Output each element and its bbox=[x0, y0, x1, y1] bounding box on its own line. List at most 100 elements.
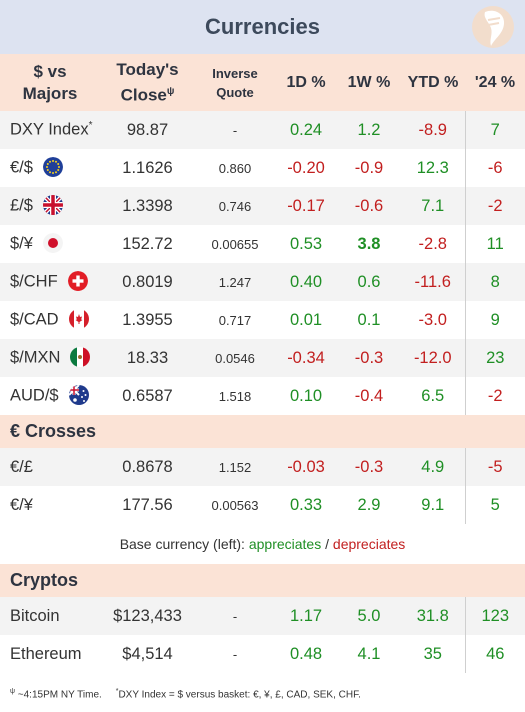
inverse-cell: 0.0546 bbox=[195, 339, 275, 377]
change-2024-cell: 23 bbox=[465, 339, 525, 377]
pair-name-cell: €/¥ bbox=[0, 486, 100, 524]
pair-name: €/¥ bbox=[10, 495, 33, 514]
cryptos-row: Bitcoin $123,433-1.17 5.0 31.8 123 bbox=[0, 597, 525, 635]
pair-name: $/MXN bbox=[10, 348, 61, 367]
inverse-cell: 0.746 bbox=[195, 187, 275, 225]
change-ytd-cell: 12.3 bbox=[401, 149, 466, 187]
pair-name: £/$ bbox=[10, 196, 33, 215]
inverse-cell: 1.518 bbox=[218, 388, 252, 404]
change-1w-cell: -0.3 bbox=[337, 448, 401, 486]
change-2024-cell: 9 bbox=[490, 310, 500, 329]
majors-row: €/$ 1.1626 0.860 -0.20 -0.9 12.3 -6 bbox=[0, 149, 525, 187]
header-row: $ vs Majors Today's Closeψ Inverse Quote 1D… bbox=[0, 54, 525, 111]
pair-name: Ethereum bbox=[10, 644, 82, 663]
change-1d-cell: 0.33 bbox=[289, 495, 323, 514]
change-ytd-cell: 7.1 bbox=[401, 187, 466, 225]
change-1d-cell: 0.10 bbox=[289, 386, 323, 405]
change-1d-cell: 1.17 bbox=[275, 597, 337, 635]
footer-mark-2: * bbox=[115, 688, 119, 695]
pair-name: $/¥ bbox=[10, 234, 33, 253]
pair-name-cell: $/CHF bbox=[0, 263, 100, 301]
change-2024-cell: 123 bbox=[465, 597, 525, 635]
change-2024-cell: 46 bbox=[486, 644, 505, 663]
crosses-row: €/¥ 177.56 0.00563 0.33 2.9 9.1 5 bbox=[0, 486, 525, 524]
pair-name-cell: €/£ bbox=[0, 448, 100, 486]
pair-name: AUD/$ bbox=[10, 386, 59, 405]
change-ytd-cell: 9.1 bbox=[401, 486, 466, 524]
majors-row: $/¥ 152.72 0.00655 0.53 3.8 -2.8 11 bbox=[0, 225, 525, 263]
close-cell: $4,514 bbox=[122, 644, 173, 663]
cryptos-row: Ethereum $4,514 - 0.48 4.1 35 46 bbox=[0, 635, 525, 673]
footer-notes: ψ ~4:15PM NY Time. *DXY Index = $ versus… bbox=[10, 688, 361, 700]
change-1w-cell: -0.6 bbox=[337, 187, 401, 225]
header-y24: '24 % bbox=[465, 54, 525, 111]
close-cell: 98.87 bbox=[100, 111, 195, 149]
close-cell: 1.1626 bbox=[122, 158, 173, 177]
footer-note-2: DXY Index = $ versus basket: €, ¥, £, CA… bbox=[118, 689, 361, 701]
pair-name-cell: $/¥ bbox=[0, 225, 100, 263]
pair-name-cell: £/$ bbox=[0, 187, 100, 225]
header-pair: $ vs Majors bbox=[0, 54, 100, 111]
pair-name-cell: Bitcoin bbox=[0, 597, 100, 635]
pair-name-cell: $/CAD bbox=[0, 301, 100, 339]
majors-row: $/CHF 0.8019 1.247 0.40 0.6 -11.6 8 bbox=[0, 263, 525, 301]
change-1w-cell: -0.4 bbox=[354, 386, 384, 405]
inverse-cell: - bbox=[195, 597, 275, 635]
close-cell: $123,433 bbox=[100, 597, 195, 635]
canada-flag-icon bbox=[68, 309, 89, 329]
australia-flag-icon bbox=[68, 385, 89, 405]
change-1d-cell: -0.17 bbox=[275, 187, 337, 225]
change-1w-cell: -0.9 bbox=[354, 158, 384, 177]
close-cell: 1.3398 bbox=[100, 187, 195, 225]
change-2024-cell: -6 bbox=[487, 158, 503, 177]
close-cell: 0.6587 bbox=[122, 386, 173, 405]
change-ytd-cell: -12.0 bbox=[401, 339, 466, 377]
eu-flag-icon bbox=[42, 157, 63, 177]
legend: Base currency (left): appreciates / depr… bbox=[0, 524, 525, 564]
currency-table: $ vs Majors Today's Closeψ Inverse Quote 1D… bbox=[0, 54, 525, 673]
legend-appreciates: appreciates bbox=[248, 536, 322, 552]
change-2024-cell: -2 bbox=[465, 187, 525, 225]
pair-name: €/£ bbox=[10, 457, 33, 476]
inverse-cell: 0.717 bbox=[218, 312, 252, 328]
change-1w-cell: 1.2 bbox=[337, 111, 401, 149]
change-1d-cell: -0.03 bbox=[275, 448, 337, 486]
change-ytd-cell: -8.9 bbox=[401, 111, 466, 149]
logo-icon bbox=[472, 6, 514, 48]
close-cell: 1.3955 bbox=[122, 310, 173, 329]
title-bar: Currencies bbox=[0, 0, 525, 54]
japan-flag-icon bbox=[42, 233, 63, 253]
majors-row: AUD/$ 0.6587 1.518 0.10 -0.4 6.5 -2 bbox=[0, 377, 525, 415]
legend-separator: / bbox=[325, 536, 330, 552]
legend-depreciates: depreciates bbox=[332, 536, 406, 552]
change-ytd-cell: 4.9 bbox=[401, 448, 466, 486]
pair-name: $/CHF bbox=[10, 272, 58, 291]
change-1w-cell: 0.6 bbox=[337, 263, 401, 301]
inverse-cell: 0.860 bbox=[218, 160, 252, 176]
inverse-cell: - bbox=[195, 111, 275, 149]
change-ytd-cell: 31.8 bbox=[401, 597, 466, 635]
close-cell: 0.8019 bbox=[100, 263, 195, 301]
majors-row: DXY Index* 98.87-0.24 1.2 -8.9 7 bbox=[0, 111, 525, 149]
inverse-cell: 1.247 bbox=[195, 263, 275, 301]
crosses-row: €/£ 0.8678 1.152 -0.03 -0.3 4.9 -5 bbox=[0, 448, 525, 486]
header-inverse: Inverse Quote bbox=[195, 54, 275, 111]
change-2024-cell: 8 bbox=[465, 263, 525, 301]
inverse-cell: 0.00563 bbox=[211, 497, 259, 513]
inverse-cell: 0.00655 bbox=[211, 236, 259, 252]
crosses-section-header: € Crosses bbox=[0, 415, 525, 448]
crosses-title: € Crosses bbox=[0, 415, 525, 448]
change-ytd-cell: -11.6 bbox=[401, 263, 466, 301]
header-1w: 1W % bbox=[337, 54, 401, 111]
header-close: Today's Closeψ bbox=[100, 54, 195, 111]
change-1w-cell: 2.9 bbox=[357, 495, 381, 514]
change-ytd-cell: 35 bbox=[401, 635, 466, 673]
inverse-cell: 1.152 bbox=[195, 448, 275, 486]
change-1w-cell: -0.3 bbox=[337, 339, 401, 377]
change-ytd-cell: -3.0 bbox=[401, 301, 466, 339]
cryptos-title: Cryptos bbox=[0, 564, 525, 597]
change-2024-cell: -5 bbox=[465, 448, 525, 486]
change-1d-cell: -0.20 bbox=[287, 158, 325, 177]
pair-name: Bitcoin bbox=[10, 606, 60, 625]
change-1d-cell: 0.53 bbox=[289, 234, 323, 253]
